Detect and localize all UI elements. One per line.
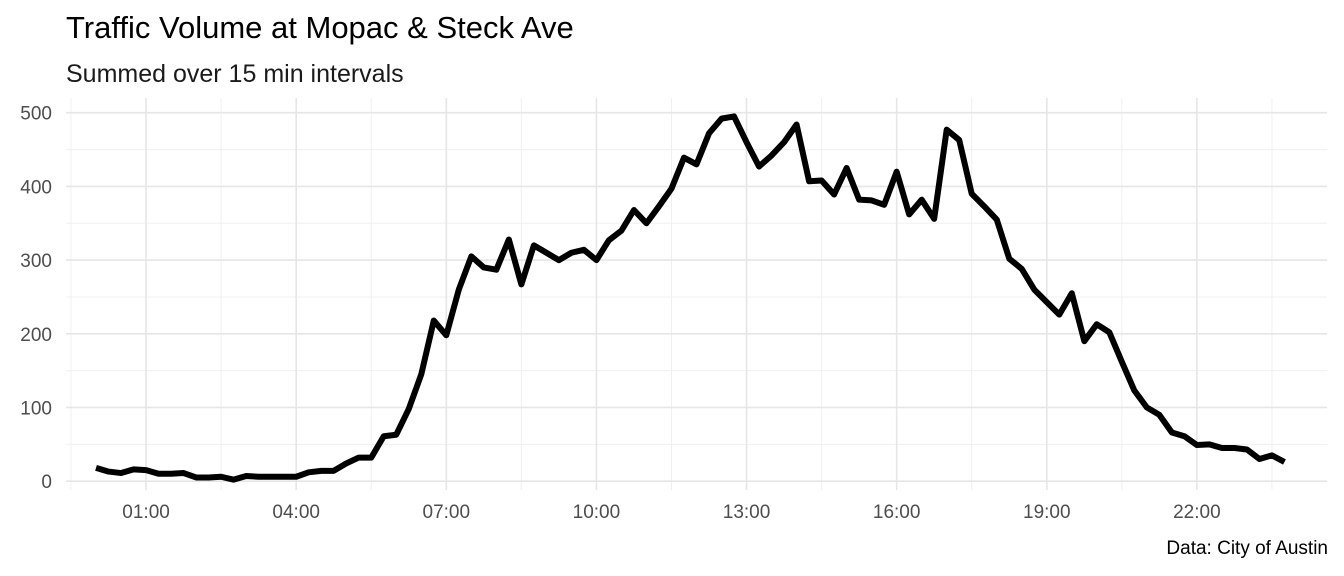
chart-subtitle: Summed over 15 min intervals — [66, 60, 404, 88]
x-tick-label: 16:00 — [873, 502, 921, 523]
y-tick-label: 500 — [20, 104, 52, 125]
x-tick-label: 01:00 — [122, 502, 170, 523]
x-tick-label: 19:00 — [1023, 502, 1071, 523]
y-tick-label: 0 — [41, 472, 52, 493]
x-tick-label: 07:00 — [423, 502, 471, 523]
y-tick-label: 200 — [20, 325, 52, 346]
x-axis-labels: 01:00 04:00 07:00 10:00 13:00 16:00 19:00 22:00 — [122, 502, 1220, 523]
x-tick-label: 13:00 — [723, 502, 771, 523]
grid-minor — [66, 98, 1327, 490]
y-tick-label: 100 — [20, 398, 52, 419]
series-line — [95, 113, 1286, 483]
y-axis-labels: 0 100 200 300 400 500 — [20, 104, 52, 493]
grid-major — [66, 98, 1327, 490]
chart-caption: Data: City of Austin — [1166, 538, 1328, 559]
chart-title: Traffic Volume at Mopac & Steck Ave — [66, 10, 574, 45]
x-tick-label: 04:00 — [272, 502, 320, 523]
x-tick-label: 10:00 — [573, 502, 621, 523]
y-tick-label: 400 — [20, 177, 52, 198]
x-tick-label: 22:00 — [1173, 502, 1221, 523]
y-tick-label: 300 — [20, 251, 52, 272]
line-layer — [95, 113, 1286, 483]
